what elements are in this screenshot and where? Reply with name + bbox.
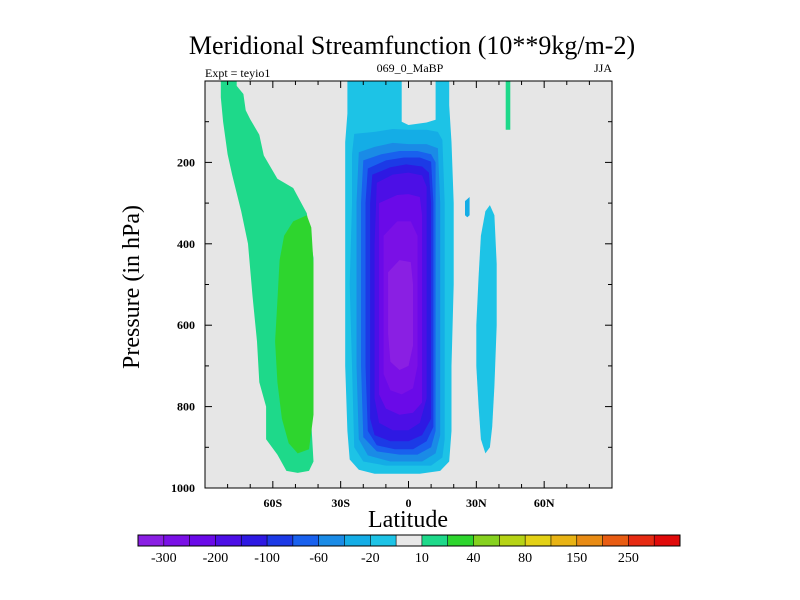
colorbar-frame [137, 534, 681, 547]
plot-area: 60S 30S 0 30N 60N 200 400 600 800 1000 [171, 80, 613, 510]
experiment-label: Expt = teyio1 [205, 66, 270, 80]
colorbar-swatch [267, 535, 294, 546]
y-axis-title: Pressure (in hPa) [119, 205, 145, 369]
x-tick-label: 0 [406, 496, 412, 510]
colorbar-swatch [576, 535, 603, 546]
colorbar: -300 -200 -100 -60 -20 10 40 80 150 250 [137, 534, 681, 566]
contour-region-cyan-notch [401, 81, 436, 125]
colorbar-swatch [396, 535, 423, 546]
x-tick-label: 30N [466, 496, 487, 510]
colorbar-label: 80 [518, 551, 532, 566]
colorbar-swatch [318, 535, 345, 546]
x-axis-ticks: 60S 30S 0 30N 60N [227, 81, 590, 510]
colorbar-label: -200 [203, 551, 229, 566]
colorbar-swatch [473, 535, 500, 546]
run-label: 069_0_MaBP [377, 61, 444, 75]
colorbar-label: 10 [415, 551, 429, 566]
colorbar-swatch [292, 535, 319, 546]
colorbar-swatch [628, 535, 655, 546]
colorbar-label: -100 [254, 551, 280, 566]
x-tick-label: 30S [331, 496, 350, 510]
colorbar-label: -300 [151, 551, 177, 566]
colorbar-swatch [163, 535, 190, 546]
colorbar-swatch [654, 535, 681, 546]
y-tick-label: 1000 [171, 481, 195, 495]
y-tick-label: 400 [177, 237, 195, 251]
colorbar-swatch [421, 535, 449, 546]
colorbar-swatch [241, 535, 268, 546]
colorbar-swatch [344, 535, 371, 546]
colorbar-label: 150 [566, 551, 587, 566]
colorbar-label: -20 [361, 551, 380, 566]
x-tick-label: 60N [534, 496, 555, 510]
contour-region-green-streak-left [232, 81, 235, 90]
contour-region-violet-l10 [388, 260, 413, 370]
colorbar-swatch [602, 535, 629, 546]
y-tick-label: 200 [177, 155, 195, 169]
colorbar-swatch [447, 535, 474, 546]
x-tick-label: 60S [263, 496, 282, 510]
colorbar-swatch [370, 535, 397, 546]
colorbar-swatch [499, 535, 526, 546]
y-axis-ticks: 200 400 600 800 1000 [171, 121, 612, 495]
colorbar-label: 40 [467, 551, 481, 566]
contour-region-cyan-streak-30n [465, 197, 470, 218]
colorbar-label: 250 [618, 551, 639, 566]
contour-region-green-streak-right [505, 81, 511, 130]
contour-regions [220, 81, 511, 474]
y-tick-label: 800 [177, 400, 195, 414]
colorbar-label: -60 [309, 551, 328, 566]
contour-region-sh-green-core [275, 215, 314, 454]
colorbar-swatch [215, 535, 242, 546]
y-tick-label: 600 [177, 318, 195, 332]
colorbar-swatch [550, 535, 578, 546]
contour-region-cyan-band-35n [476, 205, 497, 454]
colorbar-swatch [189, 535, 216, 546]
x-axis-title: Latitude [368, 507, 448, 533]
season-label: JJA [594, 61, 612, 75]
chart-title: Meridional Streamfunction (10**9kg/m-2) [189, 31, 635, 60]
colorbar-swatch [138, 535, 165, 546]
colorbar-swatch [525, 535, 552, 546]
